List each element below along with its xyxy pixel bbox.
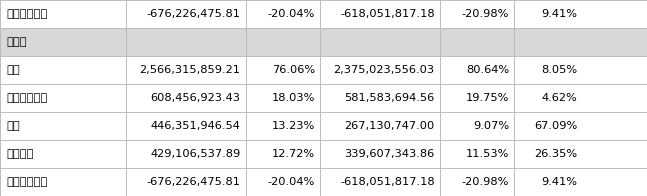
Bar — [0, 84, 647, 112]
Text: -20.04%: -20.04% — [268, 177, 315, 187]
Text: -20.04%: -20.04% — [268, 9, 315, 19]
Text: 其他产品: 其他产品 — [6, 149, 34, 159]
Text: 80.64%: 80.64% — [466, 65, 509, 75]
Text: 9.41%: 9.41% — [541, 9, 577, 19]
Text: -618,051,817.18: -618,051,817.18 — [340, 9, 435, 19]
Text: 9.41%: 9.41% — [541, 177, 577, 187]
Text: 彩盒: 彩盒 — [6, 121, 20, 131]
Text: 11.53%: 11.53% — [466, 149, 509, 159]
Text: 581,583,694.56: 581,583,694.56 — [345, 93, 435, 103]
Text: 12.72%: 12.72% — [272, 149, 315, 159]
Text: 76.06%: 76.06% — [272, 65, 315, 75]
Text: 2,566,315,859.21: 2,566,315,859.21 — [140, 65, 241, 75]
Text: -618,051,817.18: -618,051,817.18 — [340, 177, 435, 187]
Text: 429,106,537.89: 429,106,537.89 — [151, 149, 241, 159]
Text: 19.75%: 19.75% — [466, 93, 509, 103]
Text: 18.03%: 18.03% — [272, 93, 315, 103]
Text: 446,351,946.54: 446,351,946.54 — [151, 121, 241, 131]
Text: 行业之间抵消: 行业之间抵消 — [6, 9, 48, 19]
Bar — [0, 28, 647, 56]
Text: 产品之间抵消: 产品之间抵消 — [6, 177, 48, 187]
Bar — [0, 56, 647, 84]
Text: 26.35%: 26.35% — [534, 149, 577, 159]
Bar — [0, 112, 647, 140]
Text: 烟标: 烟标 — [6, 65, 20, 75]
Text: -20.98%: -20.98% — [462, 177, 509, 187]
Bar — [0, 140, 647, 168]
Bar — [0, 0, 647, 28]
Text: -676,226,475.81: -676,226,475.81 — [147, 177, 241, 187]
Bar — [0, 168, 647, 196]
Text: 13.23%: 13.23% — [272, 121, 315, 131]
Text: 分产品: 分产品 — [6, 37, 27, 47]
Text: 4.62%: 4.62% — [542, 93, 577, 103]
Text: 608,456,923.43: 608,456,923.43 — [151, 93, 241, 103]
Text: 67.09%: 67.09% — [534, 121, 577, 131]
Text: 8.05%: 8.05% — [541, 65, 577, 75]
Text: 2,375,023,556.03: 2,375,023,556.03 — [334, 65, 435, 75]
Text: 339,607,343.86: 339,607,343.86 — [345, 149, 435, 159]
Text: 9.07%: 9.07% — [473, 121, 509, 131]
Text: 镭射包装材料: 镭射包装材料 — [6, 93, 48, 103]
Text: -20.98%: -20.98% — [462, 9, 509, 19]
Text: 267,130,747.00: 267,130,747.00 — [345, 121, 435, 131]
Text: -676,226,475.81: -676,226,475.81 — [147, 9, 241, 19]
